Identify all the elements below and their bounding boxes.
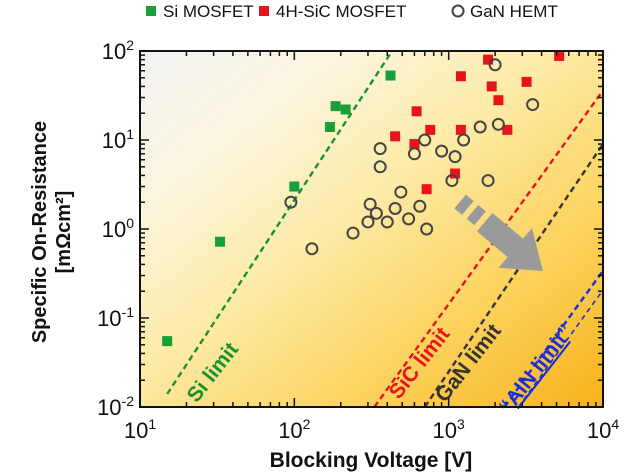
point-gan-hemt [418,133,432,147]
point-4h-sic-mosfet [483,54,494,65]
x-tick-label: 103 [433,416,465,443]
gray-arrow-stub-2 [466,204,486,226]
point-si-mosfet [289,181,300,192]
x-axis-label: Blocking Voltage [V] [270,449,473,472]
point-gan-hemt [380,215,394,229]
y-axis-label: Specific On-Resistance [mΩcm²] [29,121,75,343]
sic-limit-line [373,89,603,407]
legend-marker-4h-sic-mosfet [259,6,269,16]
point-gan-hemt [373,160,387,174]
point-4h-sic-mosfet [390,131,401,142]
y-axis-label-unit: [mΩcm²] [53,191,75,274]
point-gan-hemt [481,174,495,188]
y-tick-label: 10-1 [97,304,134,331]
point-gan-hemt [445,174,459,188]
point-gan-hemt [488,58,502,72]
point-si-mosfet [385,70,396,81]
point-si-mosfet [340,104,351,115]
x-tick-label: 101 [124,416,156,443]
legend-item-si-mosfet: Si MOSFET [146,2,254,21]
point-4h-sic-mosfet [486,81,497,92]
point-gan-hemt [373,142,387,156]
aln-limit-line [503,269,603,407]
point-gan-hemt [305,242,319,256]
point-4h-sic-mosfet [421,184,432,195]
point-gan-hemt [369,206,383,220]
point-gan-hemt [413,199,427,213]
point-4h-sic-mosfet [425,124,436,135]
legend-item-4h-sic-mosfet: 4H-SiC MOSFET [259,2,406,21]
gray-arrow [454,194,543,271]
point-si-mosfet [324,121,335,132]
si-limit-line [166,51,394,395]
point-gan-hemt [457,133,471,147]
point-gan-hemt [363,197,377,211]
point-4h-sic-mosfet [502,124,513,135]
gray-arrow-head [476,212,543,271]
point-si-mosfet [330,101,341,112]
point-4h-sic-mosfet [409,139,420,150]
series-si-mosfet [162,70,396,347]
plot-background [140,51,603,407]
legend-label-si-mosfet: Si MOSFET [163,2,254,21]
legend-marker-gan-hemt [451,4,465,18]
x-tick-label: 102 [278,416,310,443]
point-gan-hemt [491,117,505,131]
point-4h-sic-mosfet [521,76,532,87]
point-gan-hemt [388,201,402,215]
point-4h-sic-mosfet [450,168,461,179]
limit-lines [166,51,603,407]
reduction-arrow [454,194,543,271]
point-gan-hemt [361,215,375,229]
point-gan-hemt [284,195,298,209]
point-si-mosfet [162,336,173,347]
legend: Si MOSFET 4H-SiC MOSFET GaN HEMT [146,2,558,21]
point-gan-hemt [448,150,462,164]
gan-limit-line [423,143,603,407]
legend-label-gan-hemt: GaN HEMT [470,2,558,21]
point-4h-sic-mosfet [493,95,504,106]
point-4h-sic-mosfet [411,106,422,117]
aln-limit-line-outer [517,288,603,407]
y-tick-label: 10-2 [97,393,134,420]
point-gan-hemt [402,212,416,226]
y-tick-label: 102 [102,37,134,64]
point-si-mosfet [215,236,226,247]
y-axis-label-title: Specific On-Resistance [29,121,51,343]
point-4h-sic-mosfet [455,71,466,82]
data-points [162,50,565,347]
series-gan-hemt [284,58,540,256]
point-gan-hemt [526,98,540,112]
point-gan-hemt [407,147,421,161]
point-gan-hemt [420,222,434,236]
y-tick-label: 101 [102,126,134,153]
x-tick-label: 104 [587,416,619,443]
legend-item-gan-hemt: GaN HEMT [451,2,558,21]
legend-marker-si-mosfet [146,6,156,16]
y-tick-label: 100 [102,215,134,242]
point-gan-hemt [394,185,408,199]
legend-label-4h-sic-mosfet: 4H-SiC MOSFET [276,2,406,21]
point-4h-sic-mosfet [455,124,466,135]
point-gan-hemt [473,120,487,134]
point-gan-hemt [346,226,360,240]
axis-ticks: 101 102 103 104 10-2 10-1 100 101 102 [97,37,619,443]
point-4h-sic-mosfet [554,50,565,61]
point-gan-hemt [435,144,449,158]
gray-arrow-stub-1 [454,194,474,215]
series-4h-sic-mosfet [390,50,565,195]
